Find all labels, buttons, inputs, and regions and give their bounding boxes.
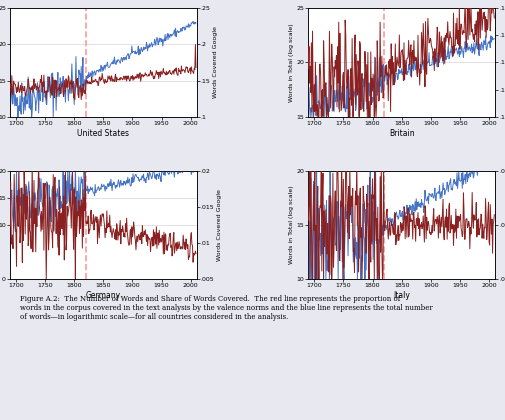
X-axis label: Germany: Germany xyxy=(86,291,121,300)
X-axis label: United States: United States xyxy=(77,129,129,137)
Y-axis label: Words in Total (log scale): Words in Total (log scale) xyxy=(289,186,293,264)
Y-axis label: Words in Total (log scale): Words in Total (log scale) xyxy=(289,23,293,102)
X-axis label: Italy: Italy xyxy=(393,291,410,300)
X-axis label: Britain: Britain xyxy=(389,129,415,137)
Y-axis label: Words Covered Google: Words Covered Google xyxy=(214,26,218,98)
Y-axis label: Words Covered Google: Words Covered Google xyxy=(217,189,222,261)
Text: Figure A.2:  The Number of Words and Share of Words Covered.  The red line repre: Figure A.2: The Number of Words and Shar… xyxy=(20,295,433,321)
